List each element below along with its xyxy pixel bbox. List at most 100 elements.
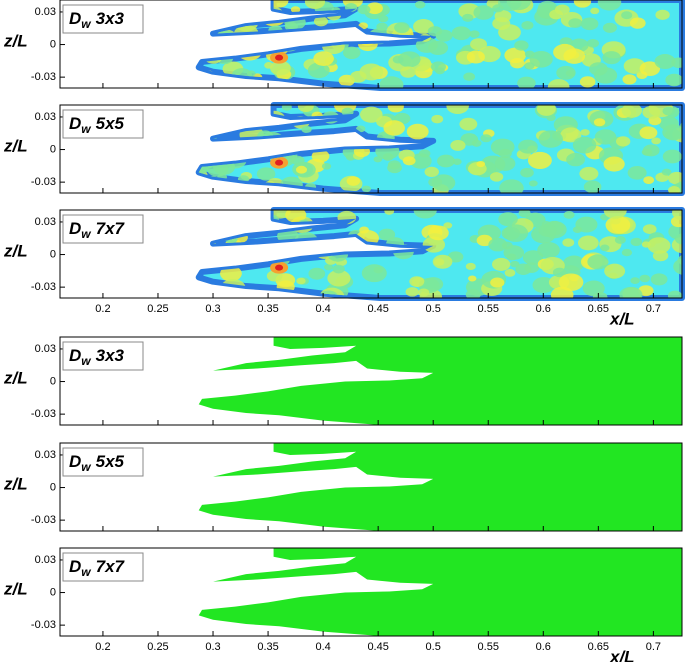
field-blob bbox=[200, 19, 217, 32]
field-blob bbox=[465, 289, 481, 298]
field-blob bbox=[616, 136, 631, 147]
field-blob bbox=[665, 73, 683, 87]
field-blob bbox=[198, 38, 207, 50]
field-blob bbox=[409, 276, 425, 287]
y-tick-label: 0.03 bbox=[35, 6, 56, 18]
field-blob bbox=[639, 126, 658, 140]
y-tick-label: 0 bbox=[50, 586, 56, 598]
field-blob bbox=[621, 248, 633, 257]
field-blob bbox=[629, 17, 646, 29]
field-blob bbox=[600, 244, 610, 252]
y-tick-label: 0 bbox=[50, 143, 56, 155]
field-blob bbox=[451, 26, 471, 41]
field-blob bbox=[235, 152, 245, 160]
y-axis-label: z/L bbox=[3, 579, 28, 598]
field-blob bbox=[476, 160, 486, 168]
x-tick-label: 0.45 bbox=[367, 641, 388, 653]
x-tick-label: 0.35 bbox=[257, 641, 278, 653]
field-blob bbox=[222, 8, 232, 16]
field-blob bbox=[198, 70, 207, 88]
field-blob bbox=[560, 127, 582, 143]
field-blob bbox=[489, 172, 504, 182]
field-blob bbox=[480, 134, 492, 143]
label-size: 7x7 bbox=[96, 557, 126, 576]
panel: -0.03 0 0.03 0.2 0.25 0.3 0.35 0.4 0.45 0.5 0.55 0.… bbox=[3, 547, 683, 662]
field-blob bbox=[295, 165, 308, 174]
field-blob bbox=[602, 22, 617, 33]
y-tick-label: 0.03 bbox=[35, 449, 56, 461]
field-blob bbox=[558, 273, 584, 292]
field-blob bbox=[198, 227, 203, 244]
field-blob bbox=[499, 179, 524, 193]
panel-label: Dw 7x7 bbox=[69, 219, 126, 241]
x-tick-label: 0.25 bbox=[147, 303, 168, 315]
field-blob bbox=[394, 22, 410, 34]
field-blob bbox=[301, 125, 312, 134]
y-tick-label: 0 bbox=[50, 248, 56, 260]
y-tick-label: -0.03 bbox=[31, 176, 56, 188]
field-blob bbox=[667, 290, 683, 298]
x-tick-label: 0.5 bbox=[426, 303, 441, 315]
y-tick-label: 0 bbox=[50, 375, 56, 387]
label-symbol: D bbox=[69, 346, 81, 365]
field-blob bbox=[593, 118, 606, 127]
field-blob bbox=[503, 245, 525, 260]
panel: -0.03 0 0.03 z/L Dw 3x3 bbox=[3, 0, 685, 91]
field-blob bbox=[506, 0, 531, 11]
label-symbol: D bbox=[69, 9, 81, 28]
field-blob bbox=[662, 149, 682, 164]
field-blob bbox=[409, 153, 432, 169]
field-blob bbox=[662, 124, 683, 141]
field-blob bbox=[443, 222, 453, 229]
field-blob bbox=[450, 139, 466, 151]
field-blob bbox=[589, 62, 608, 76]
field-blob bbox=[627, 166, 647, 180]
field-blob bbox=[510, 260, 520, 268]
field-blob bbox=[504, 47, 526, 64]
label-size: 7x7 bbox=[96, 219, 126, 238]
field-blob bbox=[568, 18, 583, 29]
field-blob bbox=[460, 133, 479, 146]
field-blob bbox=[515, 263, 532, 275]
panel: -0.03 0 0.03 z/L Dw 5x5 bbox=[3, 442, 683, 532]
field-blob bbox=[378, 228, 396, 241]
field-blob bbox=[256, 167, 276, 181]
field-blob bbox=[662, 106, 675, 116]
field-blob bbox=[437, 154, 455, 168]
field-blob bbox=[630, 277, 640, 284]
field-blob bbox=[213, 255, 223, 263]
field-blob bbox=[565, 70, 575, 77]
field-blob bbox=[619, 286, 643, 298]
field-blob bbox=[465, 262, 476, 271]
field-blob bbox=[203, 3, 219, 15]
field-blob bbox=[580, 129, 590, 136]
field-blob bbox=[518, 210, 531, 218]
field-blob bbox=[357, 4, 371, 15]
plot-frame bbox=[59, 442, 683, 532]
field-blob bbox=[503, 224, 529, 242]
field-blob bbox=[274, 242, 291, 254]
field-blob bbox=[376, 22, 388, 31]
field-blob bbox=[373, 156, 383, 163]
field-blob bbox=[270, 60, 291, 76]
panel-label: Dw 5x5 bbox=[69, 114, 125, 136]
field-blob bbox=[324, 263, 334, 271]
field-blob bbox=[186, 161, 198, 170]
field-blob bbox=[572, 226, 583, 234]
x-tick-label: 0.7 bbox=[646, 303, 661, 315]
field-blob bbox=[427, 26, 443, 37]
field-blob bbox=[406, 123, 429, 140]
y-tick-label: -0.03 bbox=[31, 408, 56, 420]
y-tick-label: -0.03 bbox=[31, 619, 56, 631]
field-blob bbox=[583, 180, 602, 193]
field-blob bbox=[604, 263, 626, 279]
field-blob bbox=[621, 11, 633, 20]
field-blob bbox=[418, 288, 430, 297]
field-blob bbox=[647, 237, 671, 254]
field-blob bbox=[360, 106, 383, 123]
label-subscript: w bbox=[81, 565, 91, 579]
y-tick-label: 0 bbox=[50, 38, 56, 50]
field-blob bbox=[672, 210, 683, 221]
field-blob bbox=[603, 156, 625, 172]
panel-label: Dw 3x3 bbox=[69, 346, 125, 368]
